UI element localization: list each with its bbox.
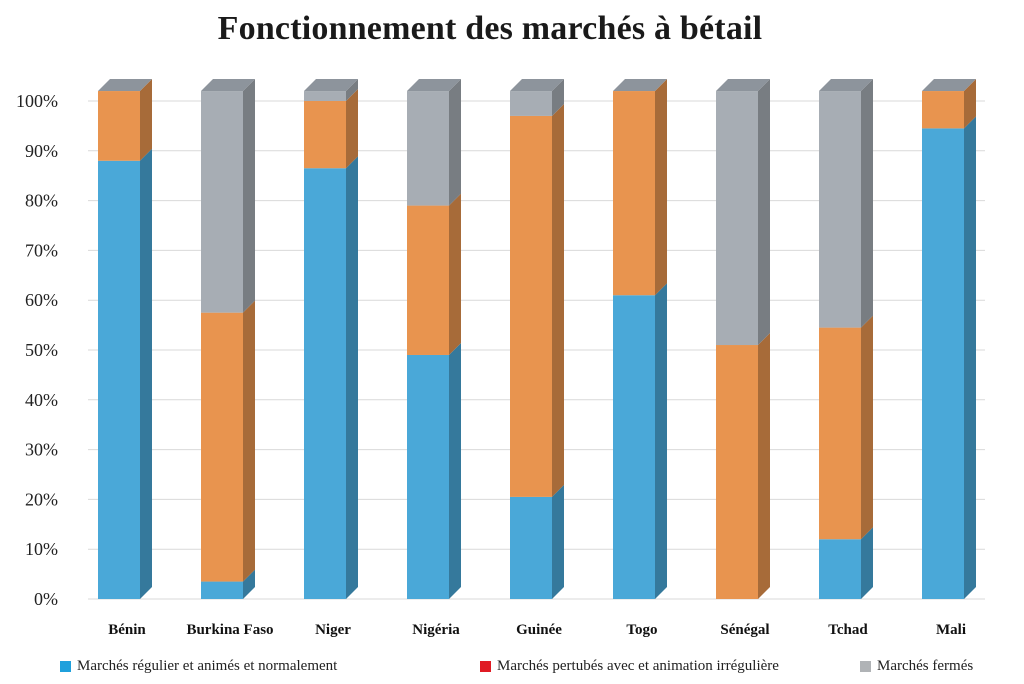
- x-tick-label: Niger: [315, 622, 351, 638]
- legend: Marchés régulier et animés et normalemen…: [60, 658, 1020, 680]
- y-tick-label: 40%: [25, 390, 58, 410]
- legend-swatch: [60, 661, 71, 672]
- y-tick-label: 30%: [25, 440, 58, 460]
- x-tick-label: Tchad: [828, 622, 868, 638]
- bar-segment-side: [449, 342, 461, 599]
- bar-segment-side: [243, 79, 255, 313]
- bar-segment-side: [243, 300, 255, 582]
- bar-segment: [613, 91, 655, 296]
- bar-segment-side: [655, 79, 667, 296]
- bar-stack: [716, 79, 770, 599]
- bar-segment-side: [449, 79, 461, 206]
- bar-top-face: [922, 79, 976, 92]
- bar-stack: [201, 79, 255, 599]
- bar-segment: [304, 168, 346, 600]
- bar-stack: [613, 79, 667, 599]
- bar-segment: [922, 128, 964, 599]
- chart-area: 0%10%20%30%40%50%60%70%80%90%100% Bénin B…: [16, 79, 985, 638]
- bar-top-face: [98, 79, 152, 92]
- bar-stack: [304, 79, 358, 600]
- bar-segment-side: [655, 283, 667, 599]
- bar-top-face: [201, 79, 255, 92]
- bar-segment-side: [964, 116, 976, 599]
- y-tick-label: 70%: [25, 240, 58, 260]
- x-tick-label: Bénin: [108, 622, 146, 638]
- legend-label: Marchés fermés: [877, 658, 974, 674]
- bar-segment: [819, 327, 861, 540]
- bar-top-face: [613, 79, 667, 92]
- x-tick-label: Sénégal: [720, 622, 769, 638]
- chart-title: Fonctionnement des marchés à bétail: [217, 10, 763, 47]
- y-tick-label: 90%: [25, 141, 58, 161]
- x-tick-label: Guinée: [516, 622, 562, 638]
- bars: [98, 79, 976, 600]
- bar-top-face: [716, 79, 770, 92]
- bar-segment: [510, 115, 552, 497]
- bar-segment: [407, 91, 449, 206]
- bar-stack: [510, 79, 564, 599]
- legend-item: Marchés fermés: [860, 658, 973, 675]
- bar-segment: [716, 345, 758, 599]
- legend-item: Marchés pertubés avec et animation irrég…: [480, 658, 779, 675]
- bar-segment: [716, 91, 758, 346]
- legend-swatch: [860, 661, 871, 672]
- bar-segment-side: [758, 333, 770, 599]
- bar-segment-side: [140, 79, 152, 161]
- bar-segment-side: [758, 79, 770, 346]
- bar-segment: [819, 539, 861, 599]
- bar-stack: [407, 79, 461, 599]
- bar-segment: [613, 295, 655, 599]
- x-tick-label: Burkina Faso: [186, 622, 273, 638]
- y-axis-ticks: 0% 10% 20% 30% 40% 50% 60% 70% 80% 90% 100%: [16, 91, 58, 609]
- bar-segment-side: [449, 193, 461, 355]
- bar-top-face: [407, 79, 461, 92]
- bar-segment-side: [140, 148, 152, 599]
- legend-swatch: [480, 661, 491, 672]
- y-tick-label: 50%: [25, 340, 58, 360]
- bar-top-face: [819, 79, 873, 92]
- bar-segment: [98, 160, 140, 599]
- y-tick-label: 80%: [25, 191, 58, 211]
- bar-segment: [510, 91, 552, 116]
- bar-segment: [407, 354, 449, 599]
- bar-segment: [201, 312, 243, 582]
- x-tick-label: Mali: [936, 622, 966, 638]
- legend-item: Marchés régulier et animés et normalemen…: [60, 658, 337, 675]
- bar-segment: [304, 101, 346, 169]
- bar-segment: [407, 205, 449, 355]
- bar-segment-side: [243, 569, 255, 599]
- y-tick-label: 20%: [25, 489, 58, 509]
- bar-segment-side: [552, 484, 564, 599]
- x-tick-label: Togo: [626, 622, 657, 638]
- bar-segment-side: [346, 156, 358, 600]
- x-axis-labels: Bénin Burkina Faso Niger Nigéria Guinée Togo S…: [108, 622, 966, 638]
- bar-stack: [98, 79, 152, 599]
- bar-segment-side: [964, 79, 976, 129]
- bar-segment: [201, 91, 243, 313]
- bar-segment: [98, 91, 140, 161]
- x-tick-label: Nigéria: [412, 622, 460, 638]
- bar-segment: [819, 91, 861, 328]
- y-tick-label: 10%: [25, 539, 58, 559]
- bar-segment-side: [346, 89, 358, 169]
- bar-segment-side: [346, 79, 358, 101]
- y-tick-label: 0%: [34, 589, 58, 609]
- bar-segment-side: [861, 315, 873, 540]
- bar-stack: [819, 79, 873, 599]
- bar-segment: [510, 496, 552, 599]
- bar-top-face: [510, 79, 564, 92]
- bar-segment-side: [861, 79, 873, 328]
- bar-stack: [922, 79, 976, 599]
- bar-segment: [304, 91, 346, 101]
- y-tick-label: 60%: [25, 290, 58, 310]
- bar-segment: [922, 91, 964, 129]
- bar-top-face: [304, 79, 358, 92]
- legend-label: Marchés pertubés avec et animation irrég…: [497, 658, 779, 674]
- bar-segment-side: [552, 103, 564, 497]
- bar-segment-side: [861, 527, 873, 599]
- bar-segment-side: [552, 79, 564, 116]
- legend-label: Marchés régulier et animés et normalemen…: [77, 658, 338, 674]
- y-tick-label: 100%: [16, 91, 58, 111]
- bar-segment: [201, 581, 243, 599]
